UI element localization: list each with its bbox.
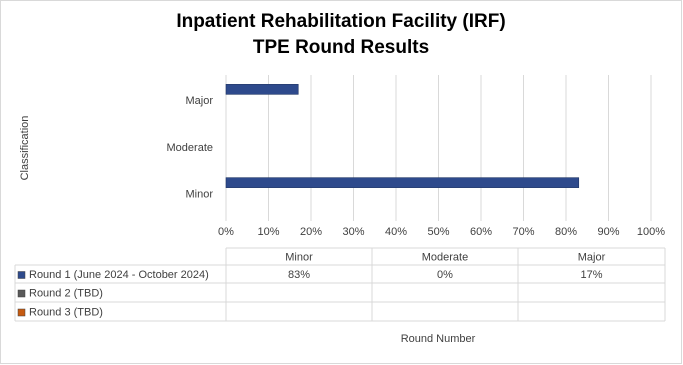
y-tick-label: Major <box>185 95 213 107</box>
x-tick-label: 30% <box>342 226 364 238</box>
x-tick-label: 40% <box>385 226 407 238</box>
chart-subtitle: TPE Round Results <box>253 37 429 58</box>
legend-key <box>17 271 26 279</box>
bar <box>225 177 580 188</box>
x-tick-label: 0% <box>218 226 234 238</box>
table-value: 0% <box>437 269 453 281</box>
x-tick-label: 50% <box>427 226 449 238</box>
legend-label: Round 1 (June 2024 - October 2024) <box>29 269 209 281</box>
table-header: Major <box>578 251 606 263</box>
x-tick-label: 90% <box>597 226 619 238</box>
bar <box>225 84 299 95</box>
table-header: Moderate <box>422 251 468 263</box>
legend-key <box>17 308 26 317</box>
x-tick-label: 10% <box>257 226 279 238</box>
legend-key <box>17 289 26 298</box>
table-header: Minor <box>285 251 313 263</box>
x-tick-label: 100% <box>637 226 665 238</box>
legend-label: Round 3 (TBD) <box>29 306 103 318</box>
x-tick-label: 20% <box>300 226 322 238</box>
table-value: 17% <box>580 269 602 281</box>
table-value: 83% <box>288 269 310 281</box>
y-axis-title: Classification <box>19 116 31 181</box>
y-tick-label: Moderate <box>167 142 213 154</box>
x-tick-label: 60% <box>470 226 492 238</box>
x-tick-label: 80% <box>555 226 577 238</box>
x-axis-title: Round Number <box>401 333 476 345</box>
y-tick-label: Minor <box>185 189 213 201</box>
legend-label: Round 2 (TBD) <box>29 287 103 299</box>
chart-title: Inpatient Rehabilitation Facility (IRF) <box>176 11 505 32</box>
x-tick-label: 70% <box>512 226 534 238</box>
